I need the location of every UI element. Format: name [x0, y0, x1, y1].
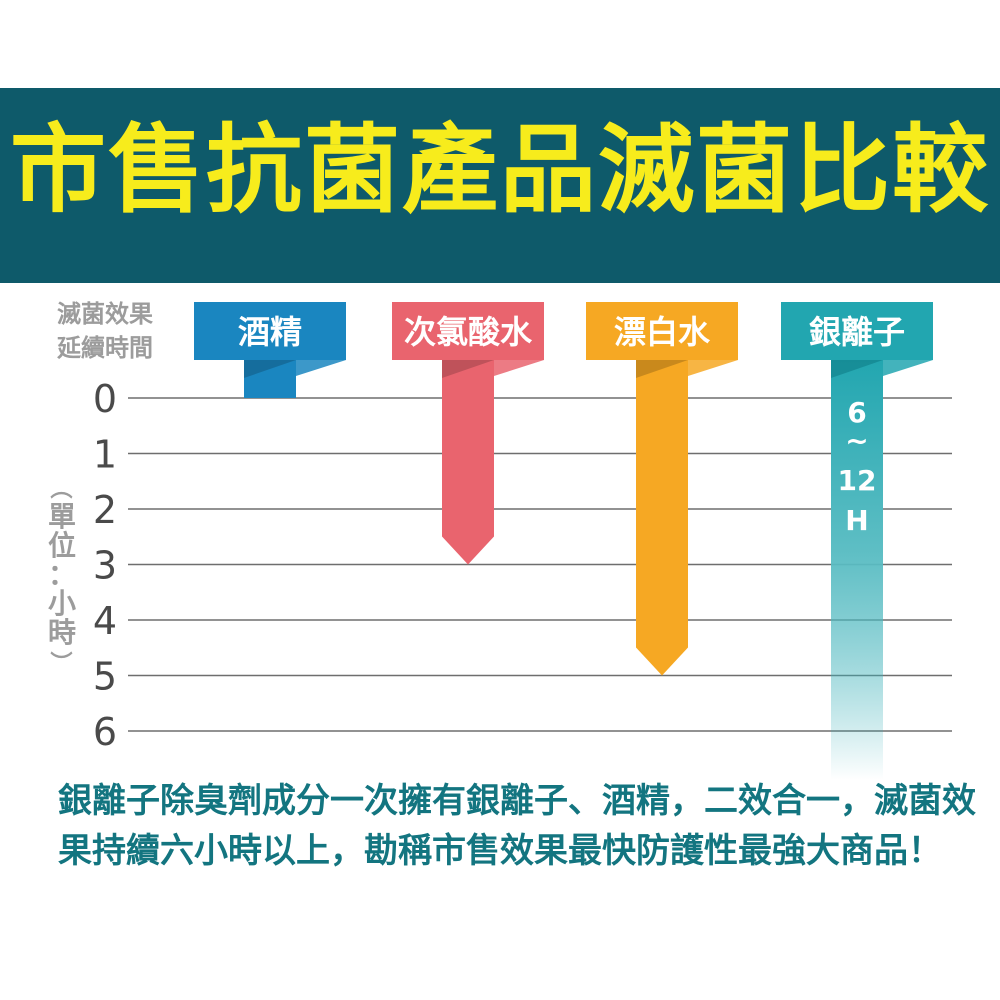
- bar-fold-shadow: [636, 360, 688, 378]
- unit-label: （單位：小時）: [47, 477, 76, 673]
- footer-text: 銀離子除臭劑成分一次擁有銀離子、酒精，二效合一，滅菌效 果持續六小時以上，勘稱市…: [58, 776, 978, 876]
- label-fold: [494, 360, 544, 376]
- footer-line2: 果持續六小時以上，勘稱市售效果最快防護性最強大商品！: [58, 831, 942, 871]
- y-tick-label: 6: [93, 710, 117, 754]
- label-fold: [296, 360, 346, 376]
- category-label: 酒精: [238, 313, 302, 351]
- y-tick-label: 0: [93, 377, 117, 421]
- bar-annotation: H: [845, 504, 868, 537]
- category-label-box: [586, 302, 738, 360]
- y-tick-label: 5: [93, 655, 117, 699]
- unit-char: ：: [48, 558, 76, 591]
- bar: [442, 360, 494, 565]
- category-label-box: [392, 302, 544, 360]
- category-label: 銀離子: [809, 313, 905, 351]
- page-title: 市售抗菌產品滅菌比較: [10, 114, 990, 226]
- bar: [831, 360, 883, 780]
- unit-char: 位: [48, 529, 76, 562]
- label-fold: [883, 360, 933, 376]
- bar-annotation: ~: [845, 424, 868, 457]
- category-label: 漂白水: [614, 313, 711, 351]
- category-label-box: [781, 302, 933, 360]
- y-tick-label: 1: [93, 433, 117, 477]
- bar: [244, 360, 296, 398]
- title-banner: 市售抗菌產品滅菌比較: [0, 88, 1000, 283]
- unit-char: 單: [48, 500, 76, 533]
- bar-fold-shadow: [244, 360, 296, 378]
- bar-fold-shadow: [831, 360, 883, 378]
- category-label-box: [194, 302, 346, 360]
- y-tick-label: 3: [93, 544, 117, 588]
- bar-annotation: 12: [838, 464, 877, 497]
- y-tick-label: 4: [93, 599, 117, 643]
- category-label: 次氯酸水: [404, 313, 533, 351]
- label-fold: [688, 360, 738, 376]
- y-tick-label: 2: [93, 488, 117, 532]
- yaxis-title-line1: 滅菌效果: [57, 300, 153, 328]
- unit-char: 小: [48, 587, 76, 620]
- yaxis-title-line2: 延續時間: [56, 334, 153, 362]
- bar-annotation: 6: [847, 396, 866, 429]
- unit-char: （: [47, 477, 72, 499]
- footer-line1: 銀離子除臭劑成分一次擁有銀離子、酒精，二效合一，滅菌效: [58, 781, 976, 821]
- bar: [636, 360, 688, 676]
- unit-char: 時: [48, 616, 76, 649]
- bar-fold-shadow: [442, 360, 494, 378]
- unit-char: ）: [47, 651, 72, 673]
